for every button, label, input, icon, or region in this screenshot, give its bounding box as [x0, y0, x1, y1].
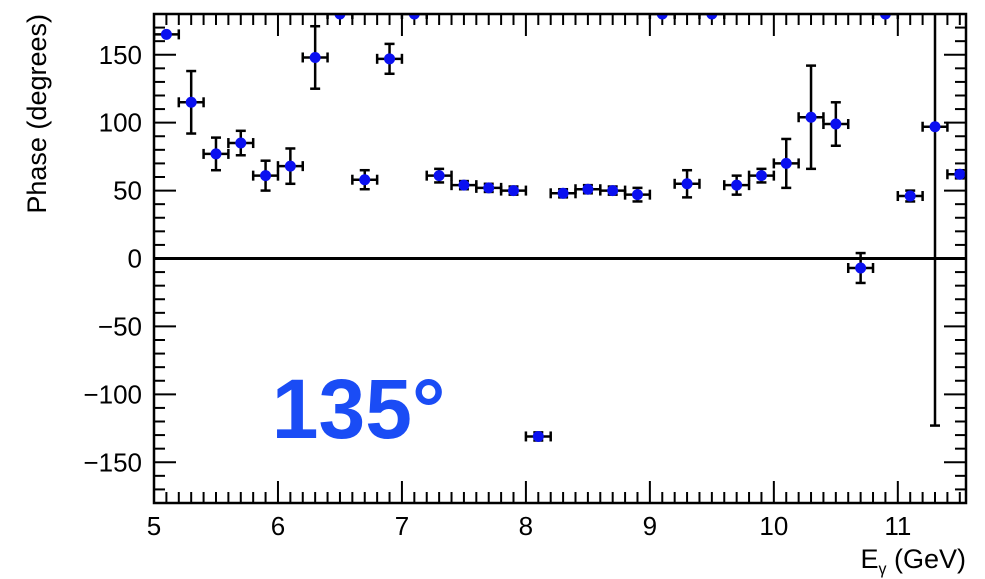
data-marker [309, 51, 321, 63]
x-tick-label: 5 [147, 511, 161, 541]
data-point [599, 185, 627, 197]
x-tick-label: 8 [519, 511, 533, 541]
data-marker [904, 190, 916, 202]
x-axis-title: Eγ (GeV) [860, 544, 966, 578]
data-point [772, 137, 800, 190]
data-marker [185, 96, 197, 108]
data-marker [681, 178, 693, 190]
data-point [499, 185, 528, 197]
data-marker [879, 14, 891, 20]
data-marker [731, 179, 743, 191]
data-point [747, 167, 776, 184]
data-point [227, 129, 255, 157]
data-point [946, 168, 966, 180]
data-point [574, 183, 602, 195]
y-tick-label: 100 [99, 108, 142, 138]
data-point [251, 159, 280, 192]
x-axis-title-main: E [860, 544, 878, 574]
data-point [871, 14, 900, 20]
data-marker [830, 118, 842, 130]
data-marker [607, 185, 619, 197]
data-marker [384, 53, 396, 65]
data-marker [458, 179, 470, 191]
data-point [154, 28, 181, 40]
data-marker [334, 14, 346, 20]
data-point [301, 24, 329, 90]
data-point [450, 179, 478, 191]
x-tick-label: 9 [643, 511, 657, 541]
data-marker [210, 148, 222, 160]
x-axis-title-unit: (GeV) [886, 544, 966, 574]
data-marker [706, 14, 718, 20]
data-point [698, 14, 726, 20]
data-marker [433, 170, 445, 182]
x-tick-label: 6 [271, 511, 285, 541]
y-axis-title: Phase (degrees) [22, 14, 52, 214]
data-marker [656, 14, 668, 20]
y-tick-label: −50 [98, 311, 142, 341]
data-marker [929, 121, 941, 133]
data-point [202, 136, 230, 172]
data-point [475, 182, 503, 194]
y-tick-label: 50 [113, 176, 142, 206]
y-tick-label: −150 [83, 447, 142, 477]
data-marker [235, 137, 247, 149]
tick-labels: 5 6 7 8 9 10 11 −150 −100 −50 0 50 100 150 [83, 40, 911, 541]
angle-annotation: 135° [272, 362, 446, 456]
data-marker [557, 187, 569, 199]
data-point [921, 14, 949, 427]
data-marker [483, 182, 495, 194]
data-points [154, 14, 966, 442]
data-marker [408, 14, 420, 20]
data-marker [755, 170, 767, 182]
data-point [648, 14, 676, 20]
data-point [673, 168, 701, 199]
data-point [896, 189, 924, 203]
data-point [723, 174, 751, 196]
x-axis-title-sub: γ [878, 561, 886, 578]
data-point [177, 69, 205, 135]
data-point [797, 64, 825, 171]
x-tick-label: 7 [395, 511, 409, 541]
x-tick-label: 10 [759, 511, 788, 541]
data-marker [532, 430, 544, 442]
y-tick-label: 0 [128, 244, 142, 274]
plot-frame [152, 12, 968, 505]
data-marker [855, 262, 867, 274]
y-tick-label: −100 [83, 379, 142, 409]
data-point [276, 147, 305, 186]
y-tick-label: 150 [99, 40, 142, 70]
data-marker [260, 170, 272, 182]
data-marker [954, 168, 966, 180]
data-point [846, 251, 875, 285]
data-marker [284, 160, 296, 172]
data-marker [631, 189, 643, 201]
data-marker [805, 111, 817, 123]
data-marker [160, 28, 172, 40]
data-point [400, 14, 428, 20]
data-marker [582, 183, 594, 195]
data-point [524, 430, 552, 442]
data-point [326, 14, 354, 20]
data-point [351, 168, 379, 191]
x-tick-label: 11 [884, 511, 911, 541]
data-point [822, 101, 850, 148]
data-point [549, 187, 577, 199]
data-marker [359, 174, 371, 186]
data-point [623, 186, 652, 203]
data-marker [508, 185, 520, 197]
data-point [375, 42, 404, 76]
data-point [425, 167, 453, 184]
data-marker [780, 157, 792, 169]
